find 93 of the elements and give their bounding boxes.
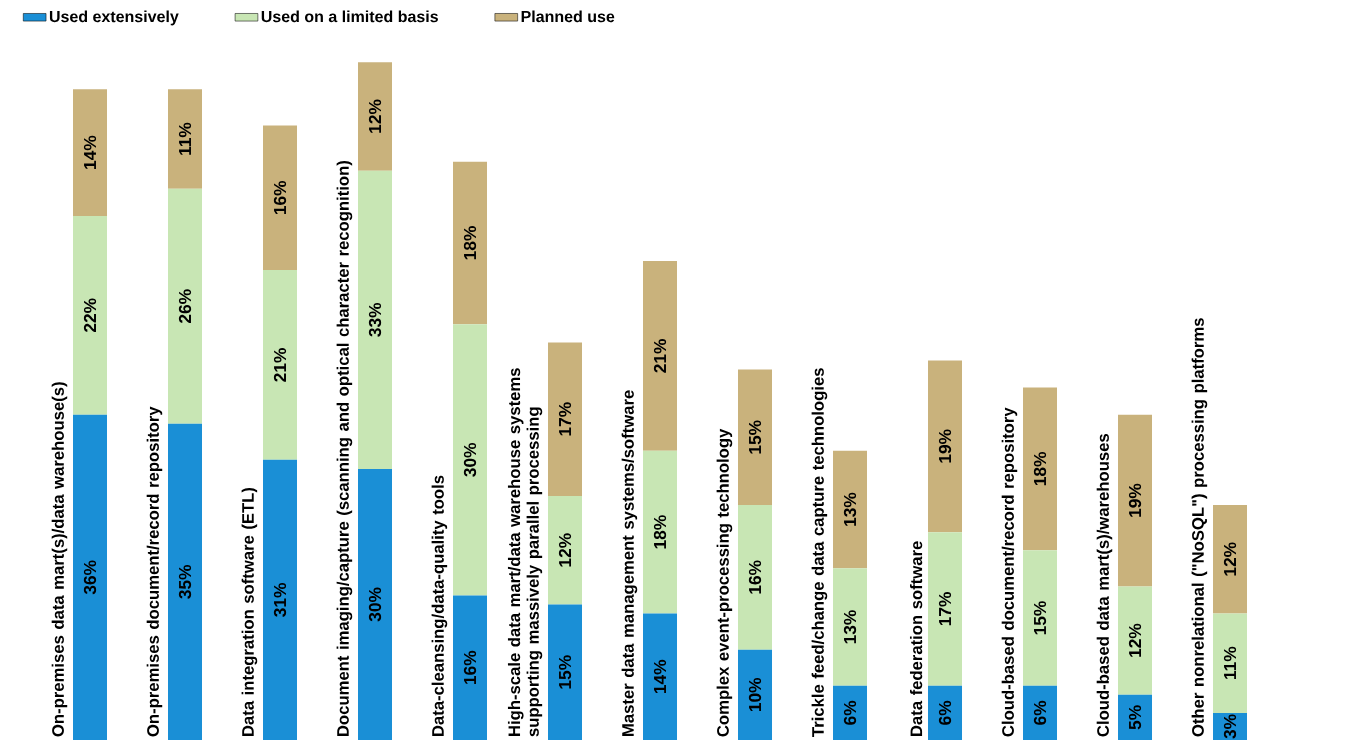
data-label: 21% [653,339,667,373]
data-label: 19% [1128,483,1142,517]
bar [1023,550,1058,686]
data-label: 15% [748,420,762,454]
data-label: 30% [463,442,477,477]
bar [358,170,392,469]
x-tick-label: Complex event-processing technology [716,428,733,737]
bar [643,613,678,740]
bar [263,125,297,271]
data-label: 18% [463,226,477,260]
x-tick-label: Trickle feed/change data capture technologies [811,368,828,737]
data-label: 12% [1223,542,1237,576]
bar [1118,414,1153,587]
data-label: 11% [178,122,192,155]
data-label: 10% [748,677,762,712]
bar [168,89,202,189]
bar [73,414,107,740]
bar [1118,586,1153,695]
bar [1023,387,1058,551]
bar [358,468,392,740]
bar [168,188,202,424]
x-tick-label: High-scale data mart/data warehouse systems supporting massively parallel processing [507,368,543,737]
data-label: 13% [843,610,857,644]
data-label: 26% [178,289,192,323]
legend-label: Planned use [521,10,615,23]
bar [738,505,773,650]
bar [263,270,297,460]
data-label: 6% [938,700,952,725]
bar [453,324,487,596]
data-label: 14% [83,135,97,169]
data-label: 21% [273,348,287,382]
bar [643,261,678,451]
bar [1213,505,1248,614]
data-label: 12% [558,533,572,567]
bar [643,450,678,614]
bar [548,496,582,605]
bar [168,423,202,740]
data-label: 15% [558,655,572,689]
x-tick-label: Cloud-based data mart(s)/warehouses [1096,433,1113,737]
x-tick-label: On-premises document/record repository [146,406,163,737]
data-label: 16% [748,560,762,594]
bar [1213,613,1248,713]
bar [833,450,868,569]
bar [73,215,107,415]
data-label: 12% [368,99,382,133]
data-label: 11% [1223,646,1237,679]
data-label: 3% [1223,714,1237,739]
bar [548,604,582,740]
x-tick-label: Data-cleansing/data-quality tools [431,475,448,736]
bar [928,685,963,740]
data-label: 17% [938,592,952,626]
data-label: 18% [1033,452,1047,486]
data-label: 33% [368,302,382,337]
x-tick-label: Cloud-based document/record repository [1001,407,1018,737]
bar [738,649,773,740]
data-label: 6% [843,700,857,725]
data-label: 30% [368,587,382,622]
bar [263,459,297,740]
legend-label: Used on a limited basis [261,10,438,23]
data-label: 17% [558,402,572,436]
bar [1118,694,1153,740]
bar [453,161,487,325]
bar [1023,685,1058,740]
bar [548,342,582,497]
data-label: 16% [273,180,287,215]
data-label: 31% [273,583,287,617]
data-label: 22% [83,298,97,333]
bar [928,360,963,533]
bar [833,568,868,686]
x-tick-label: Data integration software (ETL) [241,487,258,736]
data-label: 35% [178,564,192,599]
x-tick-label: Other nonrelational ("NoSQL") processing platforms [1191,318,1208,737]
legend-label: Used extensively [49,10,179,26]
x-tick-label: Data federation software [909,541,923,736]
x-tick-label: Master data management systems/software [621,390,638,736]
data-label: 19% [938,429,952,463]
bar [453,595,487,740]
data-label: 12% [1128,623,1142,657]
bar [833,685,868,740]
data-label: 36% [83,560,97,595]
data-label: 6% [1033,700,1047,725]
x-tick-label: On-premises data mart(s)/data warehouse(s) [51,382,68,737]
x-tick-label: Document imaging/capture (scanning and optical character recognition) [336,160,353,736]
bar [73,89,107,216]
data-label: 18% [653,515,667,549]
data-label: 5% [1128,705,1142,730]
data-label: 14% [653,659,667,693]
bar [928,532,963,686]
bar [738,369,773,506]
data-label: 15% [1033,601,1047,635]
data-label: 16% [463,650,477,684]
bar [358,62,392,171]
data-label: 13% [843,492,857,526]
